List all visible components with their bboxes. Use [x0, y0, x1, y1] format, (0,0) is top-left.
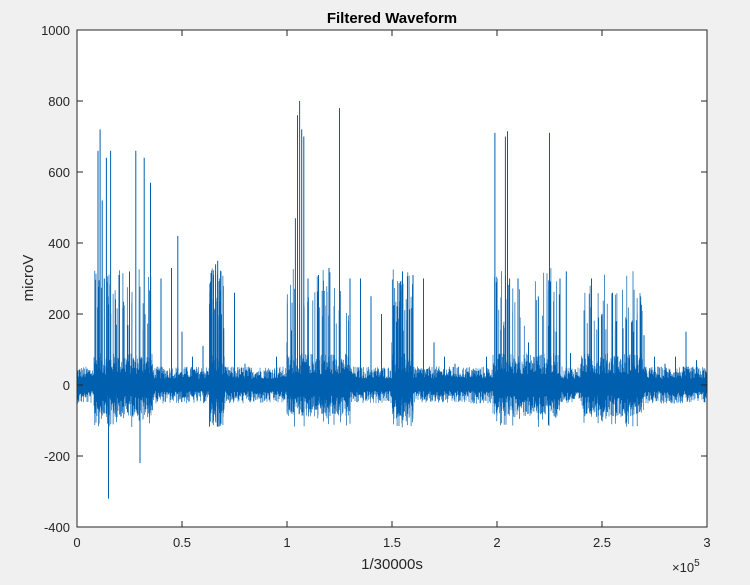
y-tick-label: 600 [48, 165, 70, 180]
x-axis-exponent-power: 5 [694, 558, 700, 569]
x-tick-label: 0.5 [173, 535, 191, 550]
x-tick-label: 0 [73, 535, 80, 550]
data-marks [76, 101, 708, 499]
plot-area [77, 30, 707, 527]
x-tick-label: 1.5 [383, 535, 401, 550]
y-axis-ticks: -400 -200 0 200 400 600 800 1000 [41, 23, 707, 535]
y-tick-label: 400 [48, 236, 70, 251]
y-tick-label: 1000 [41, 23, 70, 38]
chart-title: Filtered Waveform [327, 10, 457, 27]
y-tick-label: 200 [48, 307, 70, 322]
x-tick-label: 1 [283, 535, 290, 550]
x-axis-exponent-base: ×10 [672, 560, 694, 575]
x-axis-label: 1/30000s [361, 556, 423, 573]
y-tick-label: -400 [44, 520, 70, 535]
x-tick-label: 2.5 [593, 535, 611, 550]
y-tick-label: 800 [48, 94, 70, 109]
x-tick-label: 2 [493, 535, 500, 550]
y-tick-label: -200 [44, 449, 70, 464]
x-axis-exponent: ×105 [672, 558, 700, 575]
x-axis-ticks: 0 0.5 1 1.5 2 2.5 3 [73, 30, 711, 550]
y-axis-label: microV [20, 255, 37, 302]
x-tick-label: 3 [703, 535, 710, 550]
y-tick-label: 0 [63, 378, 70, 393]
